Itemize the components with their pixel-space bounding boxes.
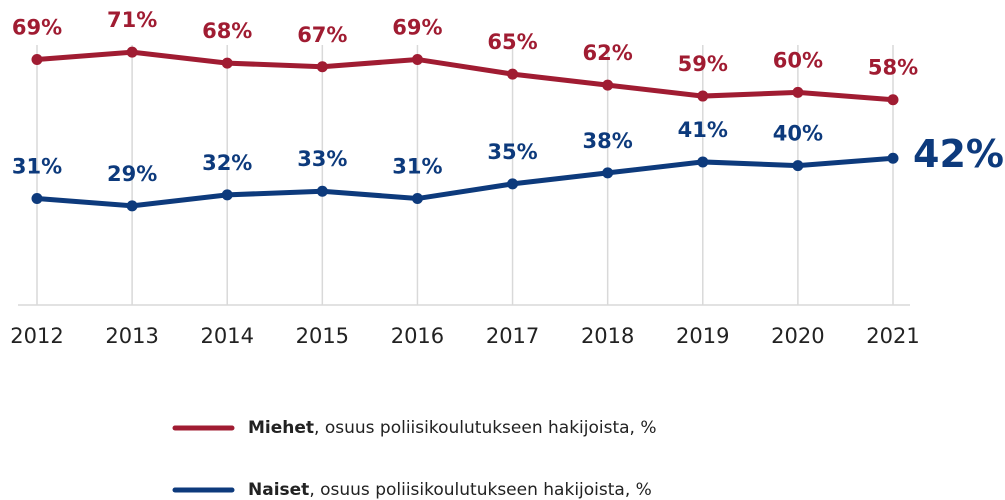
point [602, 79, 614, 91]
point [887, 94, 899, 106]
value-label: 31% [12, 155, 62, 179]
point [507, 68, 519, 80]
value-label: 29% [107, 162, 157, 186]
x-tick-label: 2014 [200, 324, 253, 348]
value-label: 40% [773, 122, 823, 146]
point [411, 193, 423, 205]
value-label: 59% [678, 52, 728, 76]
point [31, 53, 43, 65]
point [602, 167, 614, 179]
line [36, 155, 894, 209]
line [36, 49, 894, 103]
value-label: 69% [12, 15, 62, 39]
x-tick-label: 2021 [866, 324, 919, 348]
point [316, 185, 328, 197]
value-label: 67% [297, 23, 347, 47]
value-label: 32% [202, 151, 252, 175]
point [221, 189, 233, 201]
legend-name: Miehet [248, 418, 314, 438]
point [792, 86, 804, 98]
value-label: 58% [868, 56, 918, 80]
value-label: 31% [392, 155, 442, 179]
x-tick-label: 2017 [486, 324, 539, 348]
point [887, 152, 899, 164]
point [31, 193, 43, 205]
legend-label: Miehet, osuus poliisikoulutukseen hakijo… [248, 418, 657, 438]
x-tick-label: 2018 [581, 324, 634, 348]
value-label: 62% [583, 41, 633, 65]
point [507, 178, 519, 190]
x-tick-label: 2015 [296, 324, 349, 348]
value-label: 65% [487, 30, 537, 54]
point [316, 61, 328, 73]
x-tick-label: 2012 [10, 324, 63, 348]
value-label: 71% [107, 8, 157, 32]
point [792, 160, 804, 172]
value-label-highlight: 42% [913, 132, 1004, 176]
point [126, 200, 138, 212]
x-tick-label: 2013 [105, 324, 158, 348]
x-tick-label: 2020 [771, 324, 824, 348]
point [697, 156, 709, 168]
legend-name: Naiset [248, 480, 309, 500]
point [221, 57, 233, 69]
legend-description: , osuus poliisikoulutukseen hakijoista, … [309, 480, 651, 500]
value-label: 68% [202, 19, 252, 43]
point [126, 46, 138, 58]
legend-label: Naiset, osuus poliisikoulutukseen hakijo… [248, 480, 652, 500]
value-label: 60% [773, 48, 823, 72]
x-tick-label: 2019 [676, 324, 729, 348]
x-tick-label: 2016 [391, 324, 444, 348]
legend-description: , osuus poliisikoulutukseen hakijoista, … [314, 418, 656, 438]
value-label: 38% [583, 129, 633, 153]
value-label: 35% [487, 140, 537, 164]
value-label: 69% [392, 15, 442, 39]
value-label: 41% [678, 118, 728, 142]
point [697, 90, 709, 102]
point [411, 53, 423, 65]
value-label: 33% [297, 147, 347, 171]
